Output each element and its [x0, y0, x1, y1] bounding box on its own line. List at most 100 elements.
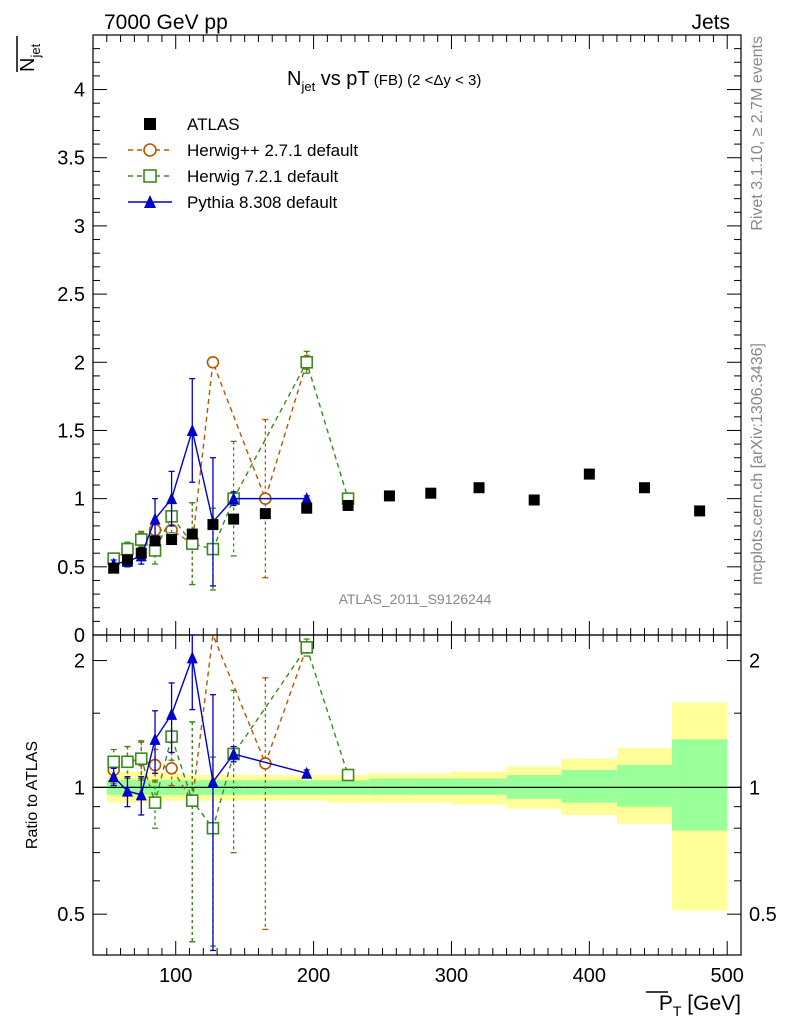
data-point-square — [108, 562, 120, 574]
title-paren: (FB) — [370, 72, 403, 89]
data-point-square — [528, 494, 540, 506]
data-point-triangle — [228, 492, 240, 505]
data-point-triangle — [301, 492, 313, 505]
ylabel-sub: jet — [28, 43, 43, 58]
title-rest: vs pT — [315, 68, 369, 90]
xlabel-sub: T — [673, 1003, 682, 1019]
data-point-square — [694, 505, 706, 517]
main-panel: 0 0.5 1 1.5 2 2.5 3 3.5 4 Njet vs pT (FB) (2 <Δy… — [16, 34, 742, 647]
plot-title: Njet vs pT (FB) (2 <Δy < 3) — [287, 68, 481, 94]
ratio-band-inner — [368, 778, 411, 795]
data-point-triangle — [135, 788, 147, 801]
header-left-label: 7000 GeV pp — [104, 11, 228, 34]
data-point-open-square — [121, 542, 134, 556]
ratio-ytick-label: 1 — [74, 777, 85, 799]
ratio-band-inner — [616, 765, 673, 807]
legend-label: Herwig 7.2.1 default — [187, 167, 338, 186]
legend: ATLAS Herwig++ 2.7.1 default Herwig 7.2.1 … — [128, 115, 358, 212]
ratio-series-layer — [107, 632, 355, 952]
main-ytick-label: 2 — [74, 352, 85, 374]
ratio-xtick-label: 400 — [573, 965, 606, 987]
legend-entry: Herwig 7.2.1 default — [128, 167, 338, 186]
data-point-open-square — [143, 169, 157, 183]
data-point-square — [342, 499, 354, 511]
legend-label: ATLAS — [187, 115, 240, 134]
data-point-triangle — [108, 770, 120, 783]
header-right-label: Jets — [691, 11, 730, 34]
legend-entry: Pythia 8.308 default — [128, 193, 338, 212]
ratio-y-axis-label: Ratio to ATLAS — [24, 741, 41, 849]
series-line — [113, 362, 308, 562]
ratio-xtick-label: 300 — [435, 965, 468, 987]
ratio-ytick-label: 2 — [74, 651, 85, 673]
data-point-open-square — [107, 755, 120, 769]
x-axis-label: PT [GeV] — [646, 991, 741, 1019]
data-point-square — [166, 534, 178, 546]
xlabel-rest: [GeV] — [681, 992, 741, 1015]
data-point-open-square — [134, 752, 148, 765]
ratio-xtick-label: 500 — [711, 965, 744, 987]
data-point-triangle — [186, 423, 198, 436]
ratio-ytick-label-right: 1 — [749, 777, 760, 799]
rivet-version-label: Rivet 3.1.10, ≥ 2.7M events — [749, 36, 766, 231]
data-point-triangle — [228, 747, 240, 760]
ratio-band-inner — [451, 778, 507, 795]
data-point-open-square — [300, 355, 314, 369]
ylabel-text: Njet — [17, 43, 43, 72]
main-series-layer — [107, 350, 706, 591]
data-point-open-square — [148, 544, 162, 557]
ratio-ytick-label-right: 2 — [749, 651, 760, 673]
data-point-square — [186, 528, 198, 540]
main-y-ticks: 0 0.5 1 1.5 2 2.5 3 3.5 4 — [57, 48, 741, 647]
data-point-square — [583, 468, 595, 480]
ratio-xtick-label: 100 — [159, 965, 192, 987]
data-point-open-square — [134, 533, 148, 546]
main-ytick-label: 0 — [74, 625, 85, 647]
main-y-axis-label: Njet — [16, 36, 43, 72]
data-point-open-square — [341, 768, 355, 782]
data-point-triangle — [207, 775, 219, 788]
main-ytick-label: 4 — [74, 80, 85, 102]
legend-label: Herwig++ 2.7.1 default — [187, 141, 358, 160]
data-point-square — [149, 535, 161, 547]
ratio-panel-frame — [92, 634, 742, 956]
ylabel-main: N — [17, 58, 39, 72]
title-main: N — [287, 68, 301, 90]
data-point-square — [207, 519, 219, 531]
data-point-triangle — [144, 195, 156, 208]
ratio-x-ticks: 100 200 300 400 500 — [106, 635, 744, 987]
main-ytick-label: 3.5 — [57, 148, 85, 170]
ratio-panel: 0.5 0.5 1 1 2 2 100 200 300 400 500 Ratio to ATLA… — [24, 632, 777, 1019]
data-point-open-square — [121, 755, 134, 769]
data-point-square — [473, 482, 485, 494]
data-point-open-circle — [143, 143, 157, 157]
series-pythia-8-308-default — [108, 634, 313, 952]
main-ytick-label: 1 — [74, 489, 85, 511]
data-point-triangle — [149, 732, 161, 745]
data-point-triangle — [121, 784, 133, 797]
data-point-triangle — [166, 492, 178, 505]
series-atlas — [108, 468, 706, 574]
ratio-band-inner — [561, 769, 617, 803]
title-sub: jet — [300, 79, 315, 94]
data-point-square — [144, 118, 156, 130]
legend-entry: Herwig++ 2.7.1 default — [128, 141, 358, 160]
main-ytick-label: 1.5 — [57, 420, 85, 442]
ratio-ytick-label-right: 0.5 — [749, 904, 777, 926]
data-point-open-square — [185, 794, 199, 807]
data-point-square — [259, 508, 271, 520]
xlabel-main: P — [659, 992, 673, 1015]
data-point-triangle — [301, 766, 313, 779]
data-point-square — [228, 513, 240, 525]
data-point-square — [121, 554, 133, 566]
data-point-open-circle — [165, 761, 178, 775]
analysis-watermark: ATLAS_2011_S9126244 — [339, 591, 492, 607]
data-point-square — [425, 487, 437, 499]
ratio-bands — [106, 702, 728, 911]
ratio-band-inner — [672, 739, 728, 831]
series-line — [113, 645, 349, 830]
data-point-triangle — [166, 707, 178, 720]
data-point-square — [383, 490, 395, 502]
data-point-triangle — [149, 512, 161, 525]
